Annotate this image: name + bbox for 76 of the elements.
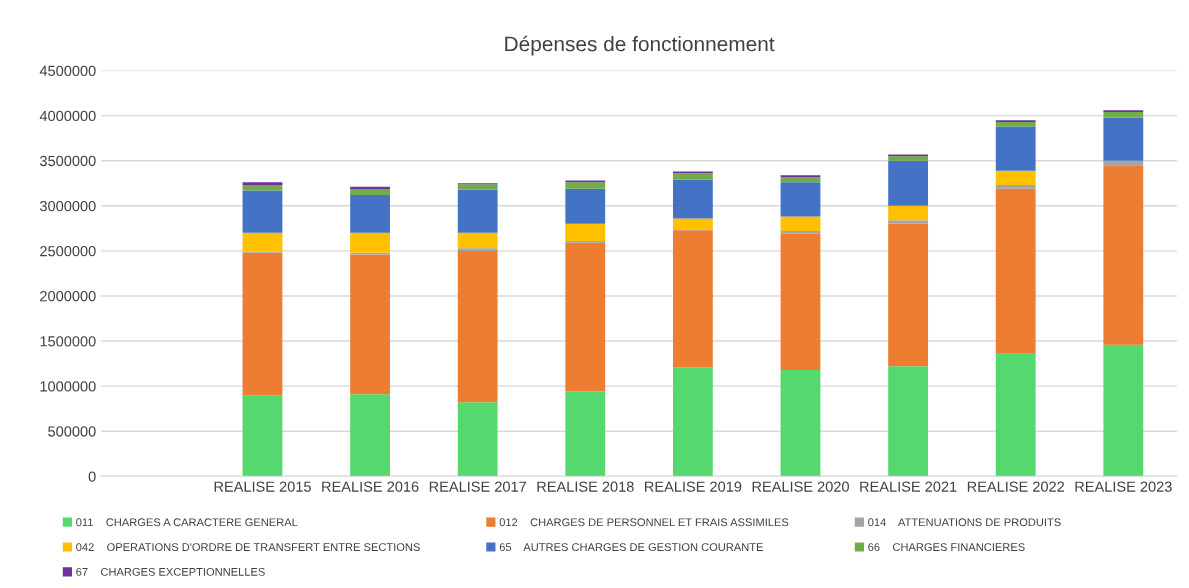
bar — [350, 186, 390, 190]
bar — [672, 173, 713, 180]
bar — [350, 394, 390, 477]
y-tick-label: 0 — [88, 471, 96, 482]
y-tick-label: 500000 — [48, 426, 96, 437]
bar — [350, 254, 390, 395]
y-tick-label: 2500000 — [40, 245, 96, 257]
x-tick-label: REALISE 2021 — [860, 481, 957, 492]
legend-label: 67 CHARGES EXCEPTIONNELLES — [76, 567, 265, 576]
bar — [995, 188, 1036, 354]
y-tick-label: 4000000 — [39, 110, 96, 122]
legend-label: 66 CHARGES FINANCIERES — [868, 543, 1025, 551]
bar — [780, 233, 821, 370]
y-tick-label: 3500000 — [39, 155, 96, 167]
x-tick-label: REALISE 2020 — [752, 481, 849, 492]
bar — [457, 248, 498, 251]
bar — [350, 194, 390, 233]
bar — [457, 232, 498, 249]
bar — [242, 185, 283, 191]
bar — [888, 366, 929, 477]
bar — [780, 182, 821, 217]
bar — [1103, 165, 1144, 345]
y-tick-label: 1500000 — [40, 336, 96, 347]
bar — [995, 353, 1036, 477]
legend-label: 012 CHARGES DE PERSONNEL ET FRAIS ASSIMILES — [499, 518, 789, 527]
x-tick-label: REALISE 2018 — [537, 481, 634, 492]
bar — [995, 170, 1036, 186]
bar — [457, 184, 498, 190]
legend-label: 042 OPERATIONS D'ORDRE DE TRANSFERT ENTRE SECTIONS — [76, 543, 420, 551]
bar — [672, 218, 713, 230]
bar — [457, 250, 498, 403]
bar — [242, 232, 283, 252]
bar — [1103, 117, 1144, 161]
x-tick-label: REALISE 2017 — [429, 481, 526, 492]
bar — [350, 189, 390, 195]
chart-title: Dépenses de fonctionnement — [505, 35, 775, 56]
bar — [888, 220, 929, 224]
legend-label: 011 CHARGES A CARACTERE GENERAL — [76, 518, 298, 527]
bar — [1103, 112, 1144, 118]
bar — [888, 223, 929, 367]
x-tick-label: REALISE 2023 — [1075, 481, 1172, 492]
bar — [780, 231, 821, 234]
bar — [242, 182, 283, 186]
y-tick-label: 1000000 — [40, 381, 96, 392]
x-tick-label: REALISE 2015 — [214, 481, 311, 492]
bar — [672, 367, 713, 477]
bar — [780, 216, 821, 232]
bar — [457, 402, 498, 477]
bar — [995, 126, 1036, 171]
bar — [888, 205, 929, 221]
bar — [242, 190, 283, 233]
y-tick-label: 3000000 — [39, 200, 96, 212]
bar — [1103, 344, 1144, 477]
bar — [995, 185, 1036, 189]
bar — [350, 232, 390, 253]
bar — [457, 189, 498, 233]
x-tick-label: REALISE 2022 — [967, 481, 1065, 492]
y-tick-label: 2000000 — [40, 291, 96, 302]
legend-label: 65 AUTRES CHARGES DE GESTION COURANTE — [499, 543, 763, 551]
bar — [565, 188, 606, 224]
bar — [565, 223, 606, 241]
bar — [672, 230, 713, 368]
bar — [242, 252, 283, 396]
x-tick-label: REALISE 2016 — [322, 481, 419, 492]
bar — [565, 182, 606, 189]
bar — [565, 242, 606, 392]
bar — [565, 391, 606, 477]
bar — [242, 395, 283, 477]
x-tick-label: REALISE 2019 — [645, 481, 742, 492]
bar — [888, 156, 929, 161]
bar — [780, 369, 821, 477]
bar — [780, 176, 821, 183]
y-tick-label: 4500000 — [39, 65, 96, 76]
bar — [672, 179, 713, 219]
bar — [888, 160, 929, 206]
legend-label: 014 ATTENUATIONS DE PRODUITS — [868, 518, 1061, 527]
